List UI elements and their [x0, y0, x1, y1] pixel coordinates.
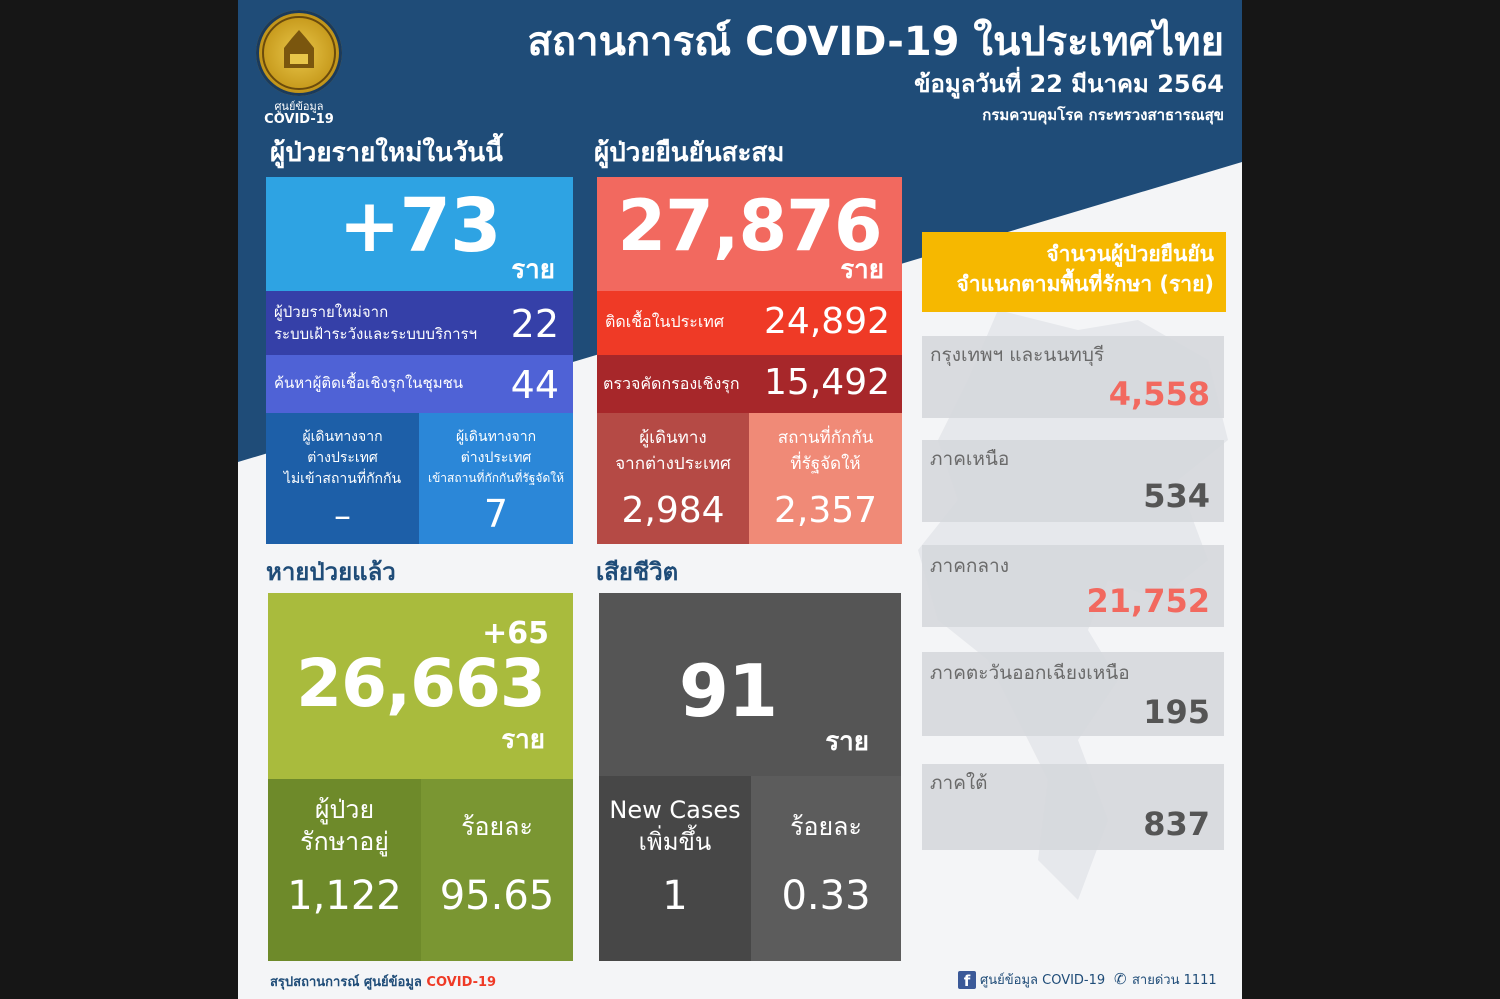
phone-icon: ✆ — [1114, 970, 1127, 988]
recovered-percent-value: 95.65 — [439, 873, 555, 919]
regions-heading-box: จำนวนผู้ป่วยยืนยัน จำแนกตามพื้นที่รักษา … — [922, 232, 1226, 312]
region-name: ภาคเหนือ — [930, 448, 1010, 470]
imported-line1: ผู้เดินทาง — [639, 428, 707, 448]
infographic-poster: ศูนย์ข้อมูล COVID-19 สถานการณ์ COVID-19 … — [238, 0, 1242, 999]
surveillance-row: ผู้ป่วยรายใหม่จาก ระบบเฝ้าระวังและระบบบร… — [266, 291, 573, 355]
recovered-heading: หายป่วยแล้ว — [266, 558, 396, 586]
deaths-new-label-line1: New Cases — [609, 796, 741, 824]
imported-line2: จากต่างประเทศ — [615, 454, 731, 474]
footer-summary: สรุปสถานการณ์ ศูนย์ข้อมูล COVID-19 — [270, 976, 496, 989]
deaths-percent-cell: ร้อยละ 0.33 — [751, 776, 901, 961]
region-name: กรุงเทพฯ และนนทบุรี — [930, 344, 1105, 366]
state-quarantine-line2: ที่รัฐจัดให้ — [790, 454, 861, 474]
footer-summary-highlight: COVID-19 — [426, 975, 497, 990]
state-quarantine-cell: สถานที่กักกัน ที่รัฐจัดให้ 2,357 — [749, 413, 902, 544]
region-row-north: ภาคเหนือ 534 — [922, 440, 1224, 522]
deaths-new-value: 1 — [662, 873, 688, 919]
facebook-label: ศูนย์ข้อมูล COVID-19 — [980, 973, 1106, 988]
government-seal-logo — [256, 10, 342, 96]
deaths-unit: ราย — [825, 727, 869, 757]
region-value: 534 — [1143, 477, 1210, 515]
region-name: ภาคใต้ — [930, 772, 988, 794]
domestic-label: ติดเชื้อในประเทศ — [605, 312, 724, 331]
new-cases-heading: ผู้ป่วยรายใหม่ในวันนี้ — [270, 138, 503, 168]
region-row-south: ภาคใต้ 837 — [922, 764, 1224, 850]
traveler-quarantine-cell: ผู้เดินทางจาก ต่างประเทศ เข้าสถานที่กักก… — [419, 413, 573, 544]
traveler-quarantine-line3: เข้าสถานที่กักกันที่รัฐจัดให้ — [427, 471, 565, 485]
region-name: ภาคตะวันออกเฉียงเหนือ — [930, 662, 1130, 684]
imported-cell: ผู้เดินทาง จากต่างประเทศ 2,984 — [597, 413, 749, 544]
surveillance-label-line2: ระบบเฝ้าระวังและระบบบริการฯ — [274, 325, 477, 343]
recovered-increase: +65 — [482, 616, 549, 651]
traveler-noquarantine-line2: ต่างประเทศ — [307, 450, 378, 466]
traveler-noquarantine-line3: ไม่เข้าสถานที่กักกัน — [283, 471, 402, 487]
new-cases-total-value: +73 — [338, 183, 502, 269]
surveillance-value: 22 — [510, 302, 559, 346]
in-treatment-cell: ผู้ป่วย รักษาอยู่ 1,122 — [268, 779, 421, 961]
traveler-noquarantine-line1: ผู้เดินทางจาก — [302, 429, 383, 445]
active-search-label: ค้นหาผู้ติดเชื้อเชิงรุกในชุมชน — [274, 374, 464, 392]
region-value: 21,752 — [1086, 582, 1210, 620]
deaths-new-label-line2: เพิ่มขึ้น — [638, 828, 712, 856]
region-value: 195 — [1143, 693, 1210, 731]
traveler-noquarantine-cell: ผู้เดินทางจาก ต่างประเทศ ไม่เข้าสถานที่ก… — [266, 413, 419, 544]
cumulative-total-value: 27,876 — [617, 185, 882, 267]
new-cases-unit: ราย — [511, 255, 555, 285]
recovered-total-box: +65 26,663 ราย — [268, 593, 573, 779]
screening-value: 15,492 — [764, 362, 890, 403]
state-quarantine-line1: สถานที่กักกัน — [777, 428, 874, 448]
region-name: ภาคกลาง — [930, 555, 1009, 577]
state-quarantine-value: 2,357 — [773, 490, 878, 531]
traveler-quarantine-line2: ต่างประเทศ — [460, 450, 532, 466]
regions-heading-line1: จำนวนผู้ป่วยยืนยัน — [1046, 242, 1214, 266]
footer-summary-prefix: สรุปสถานการณ์ ศูนย์ข้อมูล — [270, 975, 422, 990]
cumulative-total-box: 27,876 ราย — [597, 177, 902, 291]
logo-caption-line1: ศูนย์ข้อมูล — [274, 100, 324, 113]
recovered-percent-cell: ร้อยละ 95.65 — [421, 779, 573, 961]
screening-label: ตรวจคัดกรองเชิงรุก — [603, 374, 740, 393]
imported-value: 2,984 — [621, 490, 725, 531]
region-row-bangkok: กรุงเทพฯ และนนทบุรี 4,558 — [922, 336, 1224, 418]
recovered-total-value: 26,663 — [296, 645, 546, 722]
cumulative-heading: ผู้ป่วยยืนยันสะสม — [594, 138, 785, 168]
new-cases-total-box: +73 ราย — [266, 177, 573, 291]
deaths-total-value: 91 — [678, 649, 778, 733]
report-date: ข้อมูลวันที่ 22 มีนาคม 2564 — [914, 70, 1224, 98]
region-row-central: ภาคกลาง 21,752 — [922, 545, 1224, 627]
deaths-heading: เสียชีวิต — [596, 558, 679, 586]
region-row-northeast: ภาคตะวันออกเฉียงเหนือ 195 — [922, 652, 1224, 736]
deaths-percent-value: 0.33 — [781, 873, 871, 919]
surveillance-label-line1: ผู้ป่วยรายใหม่จาก — [274, 303, 389, 321]
traveler-noquarantine-value: – — [334, 496, 351, 536]
recovered-unit: ราย — [501, 725, 545, 755]
traveler-quarantine-line1: ผู้เดินทางจาก — [455, 429, 537, 445]
in-treatment-value: 1,122 — [287, 873, 402, 919]
active-search-value: 44 — [510, 363, 559, 407]
deaths-new-cell: New Cases เพิ่มขึ้น 1 — [599, 776, 751, 961]
active-search-row: ค้นหาผู้ติดเชื้อเชิงรุกในชุมชน 44 — [266, 355, 573, 413]
recovered-percent-label: ร้อยละ — [461, 812, 533, 841]
deaths-percent-label: ร้อยละ — [790, 812, 862, 841]
cumulative-unit: ราย — [840, 255, 884, 285]
domestic-value: 24,892 — [764, 301, 890, 342]
hotline-label: สายด่วน 1111 — [1132, 973, 1217, 988]
page-title: สถานการณ์ COVID-19 ในประเทศไทย — [527, 19, 1224, 65]
in-treatment-line1: ผู้ป่วย — [314, 795, 375, 824]
logo-caption-line2: COVID-19 — [264, 112, 334, 127]
region-value: 837 — [1143, 805, 1210, 843]
report-source: กรมควบคุมโรค กระทรวงสาธารณสุข — [982, 106, 1224, 124]
region-value: 4,558 — [1108, 375, 1210, 413]
in-treatment-line2: รักษาอยู่ — [300, 827, 389, 856]
domestic-row: ติดเชื้อในประเทศ 24,892 — [597, 291, 902, 355]
regions-heading-line2: จำแนกตามพื้นที่รักษา (ราย) — [956, 272, 1214, 296]
traveler-quarantine-value: 7 — [483, 492, 509, 536]
deaths-total-box: 91 ราย — [599, 593, 901, 776]
screening-row: ตรวจคัดกรองเชิงรุก 15,492 — [597, 355, 902, 413]
facebook-icon: f — [958, 971, 976, 990]
